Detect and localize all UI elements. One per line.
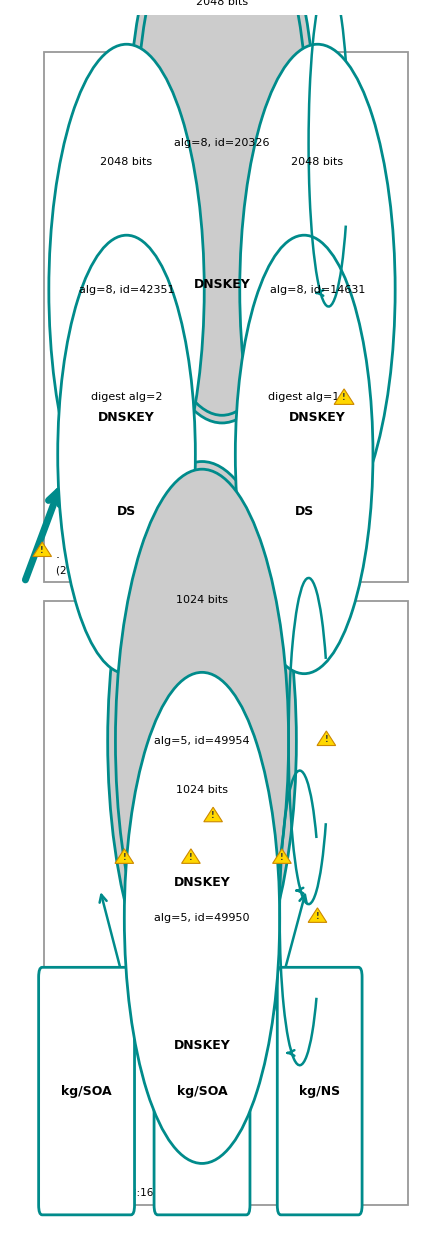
Text: kg: kg xyxy=(56,1170,71,1183)
Text: digest alg=1: digest alg=1 xyxy=(269,393,340,403)
Ellipse shape xyxy=(49,44,204,535)
Text: DNSKEY: DNSKEY xyxy=(174,876,230,889)
FancyBboxPatch shape xyxy=(277,967,362,1215)
Text: !: ! xyxy=(280,852,284,862)
Text: 2048 bits: 2048 bits xyxy=(291,157,344,167)
Polygon shape xyxy=(273,848,291,863)
Polygon shape xyxy=(115,848,134,863)
Ellipse shape xyxy=(107,462,297,1020)
Ellipse shape xyxy=(58,235,195,673)
Polygon shape xyxy=(204,808,222,821)
Text: .: . xyxy=(56,548,59,561)
Text: !: ! xyxy=(123,852,126,862)
Text: alg=8, id=14631: alg=8, id=14631 xyxy=(270,285,365,295)
Ellipse shape xyxy=(128,0,316,422)
Text: !: ! xyxy=(40,546,44,555)
Text: DS: DS xyxy=(294,505,314,517)
Text: alg=5, id=49950: alg=5, id=49950 xyxy=(154,913,250,923)
FancyBboxPatch shape xyxy=(44,600,408,1204)
Text: !: ! xyxy=(189,852,193,862)
Polygon shape xyxy=(182,848,200,863)
Text: DNSKEY: DNSKEY xyxy=(194,278,250,291)
Ellipse shape xyxy=(135,0,309,415)
Text: !: ! xyxy=(211,811,215,820)
Polygon shape xyxy=(334,389,354,404)
Text: 1024 bits: 1024 bits xyxy=(176,595,228,605)
Text: digest alg=2: digest alg=2 xyxy=(91,393,163,403)
Text: 1024 bits: 1024 bits xyxy=(176,785,228,795)
Ellipse shape xyxy=(235,235,373,673)
Text: alg=5, id=49954: alg=5, id=49954 xyxy=(154,736,250,746)
Text: (2021-03-30 08:16:52 UTC): (2021-03-30 08:16:52 UTC) xyxy=(56,1188,198,1198)
Ellipse shape xyxy=(240,44,395,535)
Text: DNSKEY: DNSKEY xyxy=(174,1039,230,1052)
Text: DS: DS xyxy=(117,505,136,517)
Text: (2021-03-30 08:15:21 UTC): (2021-03-30 08:15:21 UTC) xyxy=(56,566,198,576)
Polygon shape xyxy=(308,908,327,923)
Text: DNSKEY: DNSKEY xyxy=(289,411,346,424)
Text: kg/NS: kg/NS xyxy=(299,1084,340,1098)
Text: 2048 bits: 2048 bits xyxy=(196,0,248,7)
Text: alg=8, id=42351: alg=8, id=42351 xyxy=(79,285,174,295)
Text: 2048 bits: 2048 bits xyxy=(100,157,153,167)
Text: kg/SOA: kg/SOA xyxy=(61,1084,112,1098)
Text: kg/SOA: kg/SOA xyxy=(177,1084,227,1098)
Ellipse shape xyxy=(115,469,289,1013)
Text: !: ! xyxy=(316,911,319,921)
Polygon shape xyxy=(317,731,336,746)
FancyBboxPatch shape xyxy=(44,52,408,583)
Ellipse shape xyxy=(124,672,280,1163)
FancyBboxPatch shape xyxy=(154,967,250,1215)
FancyBboxPatch shape xyxy=(39,967,135,1215)
Text: DNSKEY: DNSKEY xyxy=(98,411,155,424)
Text: alg=8, id=20326: alg=8, id=20326 xyxy=(174,138,270,148)
Text: !: ! xyxy=(342,393,346,403)
Polygon shape xyxy=(33,542,52,557)
Text: !: ! xyxy=(325,735,328,743)
